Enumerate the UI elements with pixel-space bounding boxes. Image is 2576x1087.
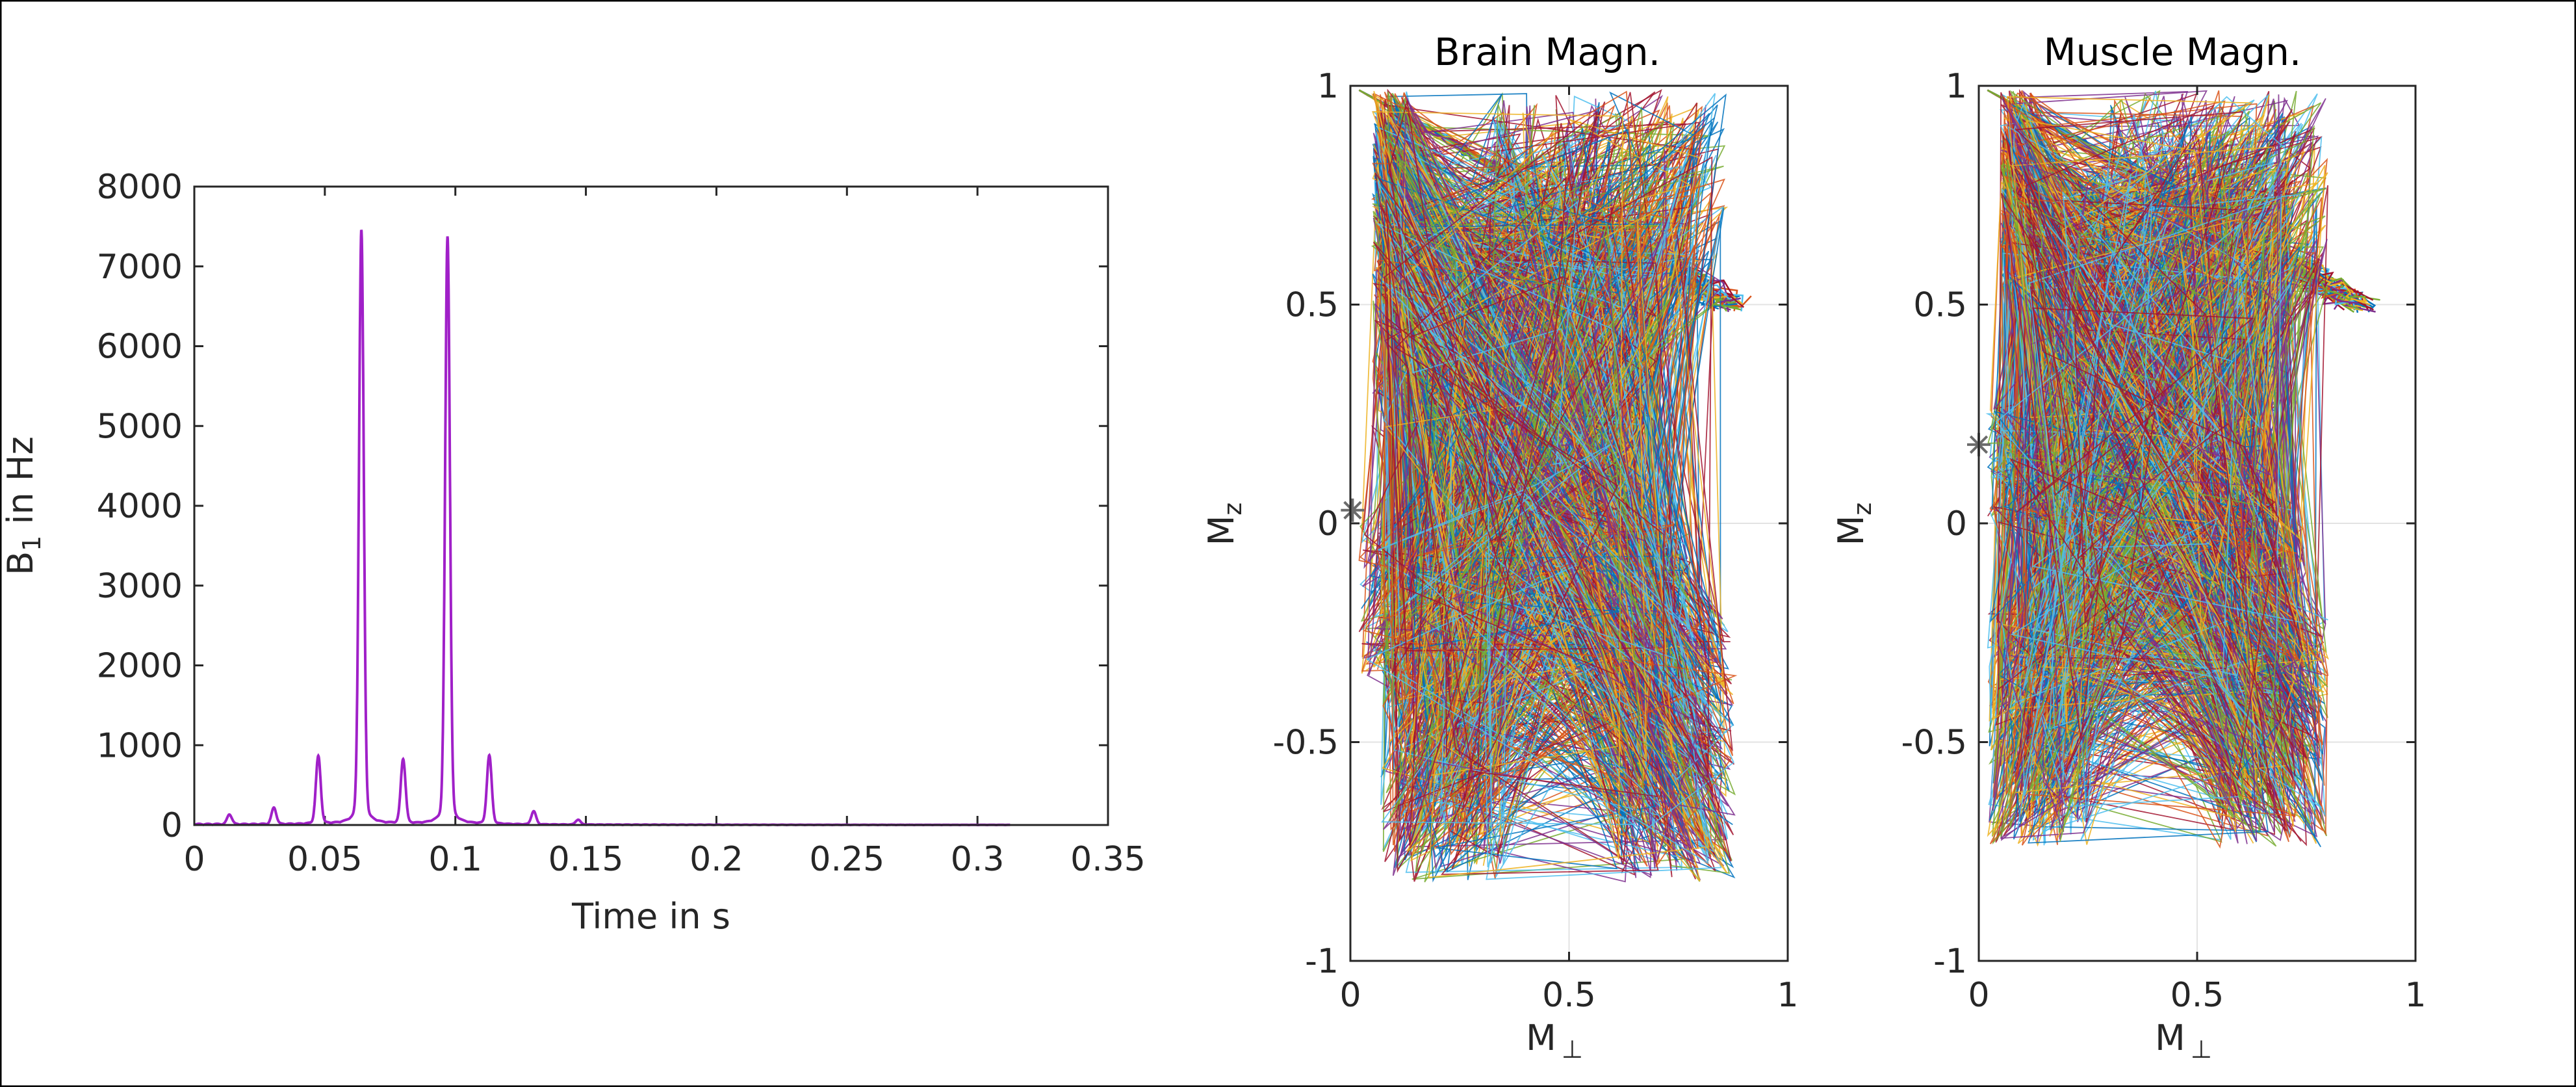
muscle-y-tick-label: -0.5 — [1901, 724, 1967, 763]
brain-y-tick-label: 1 — [1317, 67, 1339, 106]
b1-x-tick-label: 0.3 — [951, 840, 1005, 879]
muscle-plot-frame — [1977, 85, 2417, 962]
brain-y-tick-label: 0.5 — [1285, 286, 1339, 325]
brain-magnetization-chart: -1-0.500.51 0 0.5 1 Brain Magn. M ⊥ Mz — [1201, 30, 1799, 1064]
b1-plot-frame — [193, 185, 1109, 826]
muscle-x-tick-label: 0.5 — [2170, 976, 2224, 1015]
brain-y-tick-label: -1 — [1305, 942, 1339, 981]
b1-y-tick-label: 0 — [161, 806, 183, 845]
b1-x-tick-label: 0.2 — [689, 840, 743, 879]
b1-x-tick-label: 0.1 — [428, 840, 482, 879]
b1-x-tick-label: 0 — [183, 840, 205, 879]
muscle-x-tick-label: 0 — [1968, 976, 1989, 1015]
b1-y-tick-label: 8000 — [97, 168, 183, 207]
b1-x-tick-label: 0.15 — [548, 840, 624, 879]
brain-y-tick-label: 0 — [1317, 504, 1339, 544]
brain-trajectory — [1377, 117, 1725, 794]
brain-y-axis-label: Mz — [1201, 503, 1247, 546]
muscle-x-tick-label: 1 — [2404, 976, 2426, 1015]
muscle-y-ticks: -1 -0.5 0 0.5 1 — [1901, 67, 2415, 981]
brain-x-axis-label: M ⊥ — [1526, 1017, 1583, 1064]
muscle-trajectory — [2003, 93, 2317, 849]
muscle-trajectory — [2000, 104, 2304, 795]
brain-plot-frame — [1349, 85, 1789, 962]
muscle-x-axis-label: M ⊥ — [2155, 1017, 2212, 1064]
brain-x-ticks: 0 0.5 1 — [1339, 86, 1799, 1015]
b1-y-tick-label: 4000 — [97, 487, 183, 526]
brain-trajectory — [1374, 96, 1721, 785]
brain-x-tick-label: 0 — [1339, 976, 1361, 1015]
b1-y-tick-label: 1000 — [97, 726, 183, 765]
b1-y-tick-label: 2000 — [97, 647, 183, 686]
brain-trajectory — [1372, 100, 1733, 846]
brain-x-tick-label: 0.5 — [1542, 976, 1596, 1015]
muscle-trajectory — [2006, 96, 2313, 789]
muscle-trajectory — [1995, 174, 2304, 829]
brain-y-ticks: -1 -0.5 0 0.5 1 — [1273, 67, 1788, 981]
muscle-y-axis-label: Mz — [1831, 503, 1877, 546]
brain-start-marker — [1343, 501, 1362, 519]
b1-y-tick-label: 5000 — [97, 407, 183, 446]
brain-trajectory — [1381, 123, 1736, 804]
brain-trajectory — [1365, 180, 1734, 836]
brain-y-tick-label: -0.5 — [1273, 724, 1339, 763]
muscle-y-tick-label: 1 — [1946, 67, 1967, 106]
brain-trajectory — [1363, 198, 1738, 815]
muscle-trajectory — [1997, 104, 2285, 776]
b1-x-tick-label: 0.25 — [809, 840, 884, 879]
brain-x-tick-label: 1 — [1777, 976, 1798, 1015]
b1-y-tick-label: 7000 — [97, 248, 183, 287]
b1-y-axis-label: B1 in Hz — [0, 436, 46, 575]
muscle-magnetization-chart: -1-0.500.51 0 0.5 1 Muscle Magn. M ⊥ Mz — [1831, 30, 2427, 1064]
b1-y-tick-label: 6000 — [97, 328, 183, 367]
b1-x-tick-label: 0.05 — [287, 840, 363, 879]
muscle-trajectory — [2000, 125, 2315, 843]
muscle-y-tick-label: 0 — [1946, 504, 1967, 544]
b1-y-tick-label: 3000 — [97, 567, 183, 606]
b1-y-ticks: 0 1000 2000 3000 4000 5000 6000 7000 8000 — [97, 168, 1108, 845]
b1-x-axis-label: Time in s — [571, 896, 730, 937]
brain-trajectory — [1389, 99, 1736, 861]
b1-x-ticks: 0 0.05 0.1 0.15 0.2 0.25 0.3 0.35 — [183, 187, 1146, 879]
b1-x-tick-label: 0.35 — [1070, 840, 1146, 879]
brain-trajectories — [1341, 88, 1752, 883]
muscle-y-tick-label: 0.5 — [1913, 286, 1967, 325]
muscle-trajectory — [1989, 114, 2302, 773]
muscle-trajectories — [1967, 88, 2380, 849]
brain-title: Brain Magn. — [1434, 30, 1660, 74]
muscle-y-tick-label: -1 — [1933, 942, 1967, 981]
muscle-title: Muscle Magn. — [2044, 30, 2302, 74]
muscle-x-ticks: 0 0.5 1 — [1968, 86, 2427, 1015]
